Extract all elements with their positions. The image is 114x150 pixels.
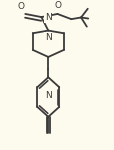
Text: O: O (54, 1, 61, 10)
Text: N: N (45, 33, 51, 42)
Text: O: O (18, 2, 25, 11)
Text: N: N (45, 14, 51, 22)
Text: N: N (45, 91, 51, 100)
